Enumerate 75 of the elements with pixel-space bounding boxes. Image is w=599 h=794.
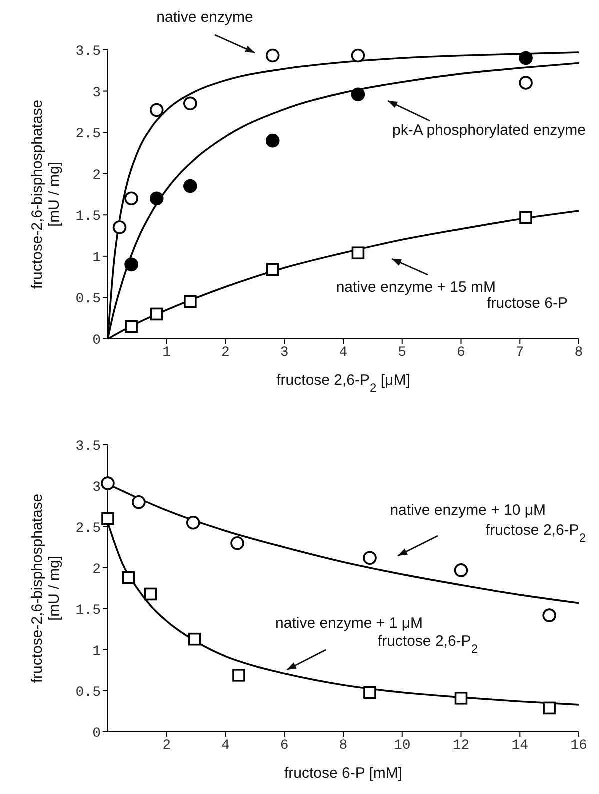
point bbox=[266, 134, 280, 148]
x-tick-label: 16 bbox=[570, 738, 588, 754]
x-axis-title: fructose 6-P [mM] bbox=[284, 765, 403, 782]
point bbox=[352, 246, 365, 260]
point bbox=[150, 308, 164, 321]
point bbox=[519, 51, 533, 66]
point bbox=[101, 476, 115, 490]
point bbox=[150, 103, 164, 118]
x-tick-label: 7 bbox=[516, 344, 524, 361]
x-tick-label: 2 bbox=[162, 738, 172, 754]
point bbox=[266, 263, 280, 276]
y-tick-label: 2.5 bbox=[76, 520, 101, 537]
y-tick-label: 0.5 bbox=[76, 292, 101, 308]
y-tick-label: 3.5 bbox=[76, 438, 101, 455]
y-tick-label: 0 bbox=[92, 726, 101, 742]
x-tick-label: 6 bbox=[280, 738, 289, 754]
point bbox=[232, 669, 246, 682]
point bbox=[454, 692, 468, 705]
point bbox=[112, 220, 127, 234]
point bbox=[132, 496, 146, 510]
y-tick-label: 2 bbox=[92, 168, 101, 184]
x-axis-title: fructose 2,6-P$_{2}$ [μM] bbox=[276, 372, 410, 395]
point bbox=[543, 702, 556, 715]
point bbox=[184, 295, 197, 308]
x-tick-label: 3 bbox=[280, 344, 289, 361]
y-tick-label: 1.5 bbox=[76, 209, 101, 226]
y-tick-label: 3 bbox=[92, 480, 101, 496]
x-tick-label: 2 bbox=[222, 344, 230, 361]
point bbox=[125, 320, 138, 334]
series-label: native enzyme bbox=[156, 9, 254, 26]
point bbox=[542, 608, 556, 622]
x-tick-label: 10 bbox=[394, 738, 411, 754]
point bbox=[184, 96, 198, 111]
point bbox=[230, 536, 244, 550]
point bbox=[186, 516, 200, 530]
point bbox=[363, 551, 377, 566]
point bbox=[454, 564, 468, 578]
y-tick-label: 1 bbox=[92, 250, 101, 266]
point bbox=[520, 211, 532, 224]
series-label: native enzyme + 15 mM fructose 6-P bbox=[336, 279, 568, 312]
y-tick-label: 0.5 bbox=[76, 684, 101, 701]
point bbox=[124, 258, 138, 272]
y-tick-label: 0 bbox=[92, 332, 101, 349]
y-tick-label: 2.5 bbox=[76, 126, 101, 143]
point bbox=[102, 512, 114, 526]
series-label: native enzyme + 10 μM fructose 2,6-P$_{2}$ bbox=[390, 502, 586, 545]
y-tick-label: 3 bbox=[92, 85, 101, 102]
text: native enzyme + 1 μM fructose 2,6-P$_{2}$ bbox=[276, 615, 478, 656]
y-axis-title: fructose-2,6-bisphosphatase [mU / mg] bbox=[29, 100, 63, 290]
point bbox=[184, 179, 198, 194]
y-tick-label: 2 bbox=[92, 562, 101, 578]
point bbox=[124, 192, 138, 206]
point bbox=[351, 48, 366, 63]
y-tick-label: 1.5 bbox=[76, 602, 101, 619]
point bbox=[364, 686, 376, 700]
point bbox=[519, 76, 533, 90]
point bbox=[150, 192, 164, 206]
point bbox=[351, 88, 366, 102]
x-tick-label: 4 bbox=[339, 344, 348, 361]
x-tick-label: 4 bbox=[222, 738, 230, 754]
point bbox=[188, 632, 202, 646]
x-tick-label: 14 bbox=[512, 738, 529, 754]
y-tick-label: 1 bbox=[92, 644, 101, 660]
text: pk-A phosphorylated enzyme bbox=[392, 122, 586, 139]
y-tick-label: 3.5 bbox=[76, 44, 101, 60]
x-tick-label: 12 bbox=[452, 738, 470, 754]
y-axis-title: fructose-2,6-bisphosphatase [mU / mg] bbox=[29, 494, 63, 684]
x-tick-label: 5 bbox=[398, 344, 407, 361]
x-tick-label: 8 bbox=[339, 738, 348, 754]
point bbox=[144, 588, 158, 601]
x-tick-label: 8 bbox=[574, 344, 584, 361]
x-tick-label: 1 bbox=[162, 344, 172, 361]
x-tick-label: 6 bbox=[457, 344, 466, 361]
point bbox=[266, 48, 280, 63]
point bbox=[122, 571, 136, 584]
